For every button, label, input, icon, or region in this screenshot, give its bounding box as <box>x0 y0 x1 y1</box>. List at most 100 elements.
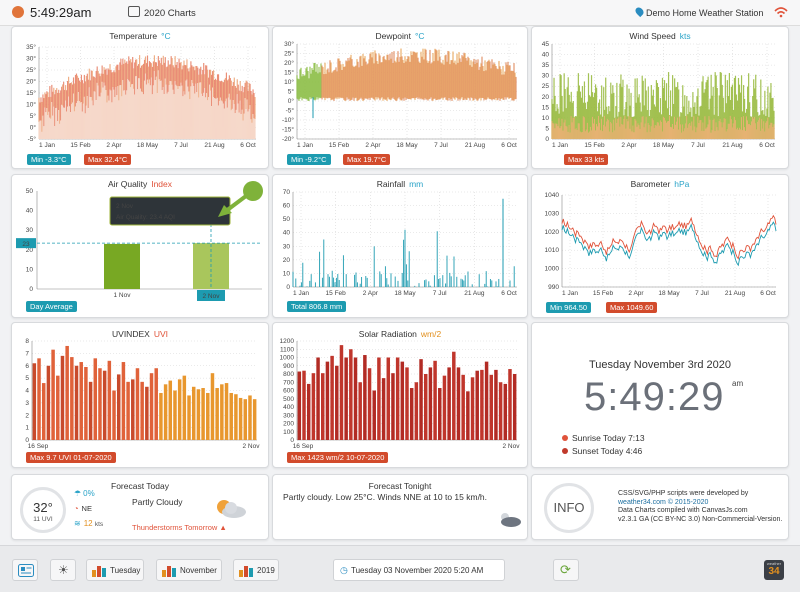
y-tick-label: 0 <box>25 437 29 444</box>
data-bar <box>215 388 219 440</box>
data-bar <box>252 399 257 440</box>
clock-small-icon: ◷ <box>340 565 348 575</box>
data-bar <box>37 358 41 440</box>
max-badge: Max 19.7°C <box>343 154 391 165</box>
credits-line[interactable]: weather34.com © 2015-2020 <box>618 498 709 506</box>
x-tick-label: 7 Jul <box>434 142 448 149</box>
y-tick-label: 900 <box>283 363 294 370</box>
chart-bars-icon <box>92 566 106 577</box>
data-bar <box>196 389 201 440</box>
x-tick-label: 6 Oct <box>240 142 256 149</box>
theme-toggle-button[interactable]: ☀ <box>50 559 76 581</box>
temperature-card[interactable]: Temperature °C 35° 30° 25° 20° 15° 10° 5° 0° -5° 1… <box>11 26 269 169</box>
data-bar <box>145 386 149 440</box>
y-tick-label: 10° <box>26 101 36 109</box>
rainfall-chart: 70 60 50 40 30 20 10 01 Jan 15 Feb 2 Apr 18 May 7 J… <box>283 189 517 297</box>
solar-card[interactable]: Solar Radiation wm/2 1200 1100 1000 900 800 70… <box>272 322 528 468</box>
data-bar <box>438 388 442 440</box>
refresh-button[interactable]: ⟳ <box>553 559 579 581</box>
data-bar <box>177 379 182 440</box>
wind-card[interactable]: Wind Speed kts 45 40 35 30 25 20 15 10 5 0 1 Jan 15 … <box>531 26 789 169</box>
x-tick-label: 1 Jan <box>293 290 309 297</box>
cloudy-night-icon <box>501 513 521 527</box>
x-tick-label: 18 May <box>653 142 675 149</box>
y-tick-label: 15° <box>26 89 36 97</box>
data-bar <box>494 369 498 440</box>
forecast-tonight-text: Partly cloudy. Low 25°C. Winds NNE at 10… <box>283 492 488 502</box>
data-bar <box>442 375 447 440</box>
x-tick-label: 18 May <box>394 290 416 297</box>
y-tick-label: 5° <box>288 88 295 96</box>
x-tick-label: 21 Aug <box>465 142 486 149</box>
dewpoint-chart: 30° 25°20° 15°10° 5°0° -5°-10° -15°-20°1 Jan 1… <box>282 40 517 149</box>
barometer-card[interactable]: Barometer hPa 1040 1030 1020 1010 1000 990 1 Ja… <box>531 174 789 318</box>
x-tick-label: 18 May <box>658 290 680 297</box>
min-badge: Min -3.3°C <box>27 154 71 165</box>
data-bar <box>377 357 381 440</box>
x-tick-label: 6 Oct <box>501 290 517 297</box>
umbrella-icon: ☂ <box>74 489 82 498</box>
y-tick-label: 1100 <box>280 346 294 353</box>
calendar-icon[interactable] <box>128 6 140 17</box>
x-tick-label: 2 Apr <box>365 142 381 149</box>
data-bar <box>182 375 187 440</box>
barometer-title: Barometer hPa <box>630 179 690 189</box>
info-card[interactable]: INFO CSS/SVG/PHP scripts were developed … <box>531 474 789 540</box>
chart-bars-icon <box>162 566 176 577</box>
uvindex-card[interactable]: UVINDEX UVI 8 7 6 5 4 3 2 1 0 16 Sep 2 Nov Max 9.7 … <box>11 322 269 468</box>
forecast-tonight-title: Forecast Tonight <box>368 481 432 491</box>
y-tick-label: 5° <box>30 112 37 120</box>
sunrise-dot <box>562 435 568 441</box>
x-tick-label: 1 Jan <box>39 142 55 149</box>
datetime-text: Tuesday 03 November 2020 5:20 AM <box>351 566 484 575</box>
weather34-logo[interactable]: weather 34 <box>764 560 784 580</box>
x-tick-label: 2 Apr <box>363 290 379 297</box>
data-bar <box>41 383 46 440</box>
data-bar <box>173 390 177 440</box>
y-tick-label: 1020 <box>545 229 560 236</box>
y-tick-label: 1000 <box>545 266 560 273</box>
uvindex-title: UVINDEX UVI <box>112 329 168 339</box>
day-charts-button[interactable]: Tuesday <box>86 559 144 581</box>
forecast-summary: Partly Cloudy <box>132 497 183 507</box>
y-tick-label: 4 <box>25 388 29 395</box>
rainfall-card[interactable]: Rainfall mm 70 60 50 40 30 20 10 0 1 Jan 15 Feb 2 A… <box>272 174 528 318</box>
data-bar <box>414 382 419 440</box>
x-tick-label: 21 Aug <box>722 142 743 149</box>
data-bar <box>224 383 229 440</box>
month-charts-button[interactable]: November <box>156 559 222 581</box>
data-bar <box>112 390 116 440</box>
data-bar <box>191 386 196 440</box>
y-tick-label: 8 <box>25 338 29 345</box>
data-bar <box>220 384 224 440</box>
wind-chart: 45 40 35 30 25 20 15 10 5 01 Jan 15 Feb 2 Apr 18 May… <box>542 41 775 149</box>
x-tick-label: 2 Apr <box>106 142 122 149</box>
airquality-card[interactable]: Air Quality Index 50 40 30 20 10 0 23 1 Nov 2 Nov… <box>11 174 269 318</box>
y-tick-label: 3 <box>25 400 29 407</box>
y-tick-label: 1040 <box>545 192 560 199</box>
data-bar <box>349 349 353 440</box>
data-bar <box>187 395 191 440</box>
menu-button[interactable] <box>12 559 38 581</box>
data-bar <box>238 397 243 440</box>
sunset-dot <box>562 448 568 454</box>
credits-line[interactable]: Data Charts compiled with CanvasJs.com <box>618 507 748 514</box>
data-bar <box>321 373 325 440</box>
data-bar <box>56 375 60 440</box>
data-bar <box>480 369 484 440</box>
forecast-tonight-card[interactable]: Forecast Tonight Partly cloudy. Low 25°C… <box>272 474 528 540</box>
info-button[interactable]: INFO <box>544 483 594 533</box>
y-tick-label: 10° <box>284 78 294 86</box>
value-marker-label: 23 <box>22 241 30 248</box>
top-bar: 5:49:29am 2020 Charts Demo Home Weather … <box>0 0 800 26</box>
aq-bar <box>104 243 140 289</box>
charts-link[interactable]: 2020 Charts <box>144 8 196 19</box>
day-label: Tuesday <box>110 566 141 575</box>
max-badge: Max 1423 wm/2 10-07-2020 <box>287 452 389 463</box>
year-charts-button[interactable]: 2019 <box>233 559 279 581</box>
data-bar <box>498 382 503 440</box>
y-tick-label: 0 <box>286 284 290 291</box>
dewpoint-card[interactable]: Dewpoint °C 30° 25° 20° 15° 10° 5° 0° -5° -10° -15… <box>272 26 528 169</box>
y-tick-label: 45 <box>542 41 550 48</box>
forecast-today-card[interactable]: Forecast Today 32° 11 UVI ☂ 0% ◔ NE ≋ 12 kt… <box>11 474 269 540</box>
